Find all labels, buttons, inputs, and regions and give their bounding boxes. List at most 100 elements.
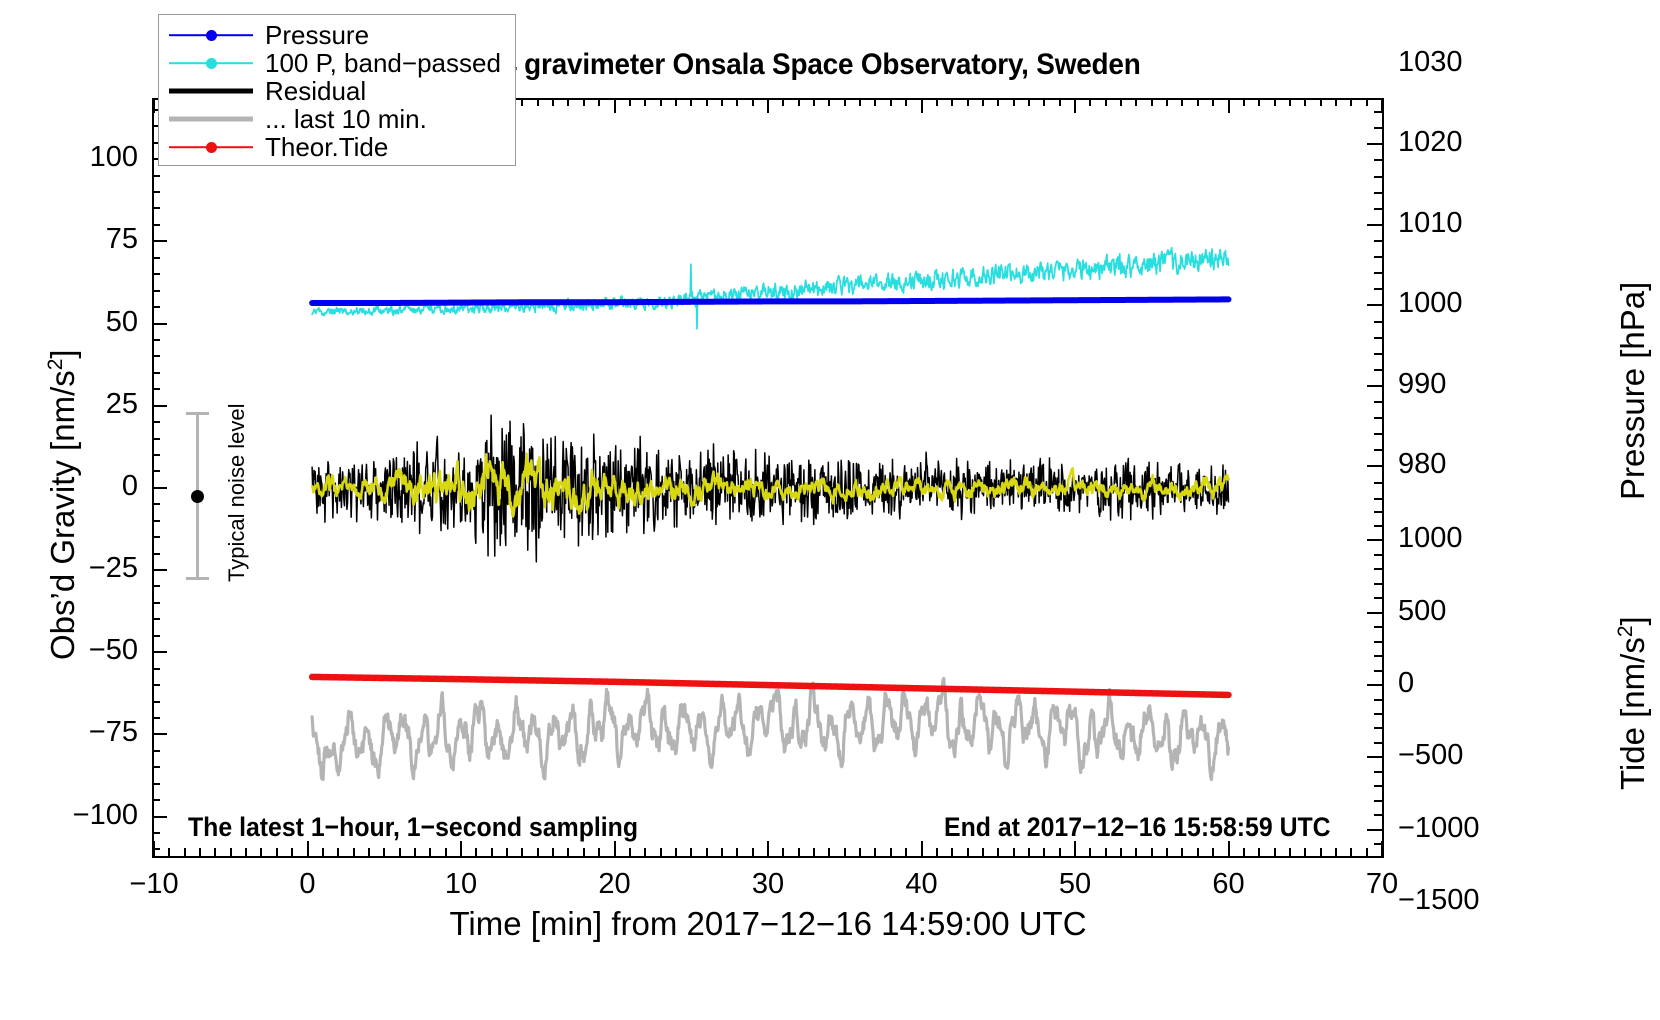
x-tick-minor-top <box>736 98 739 106</box>
tide-tick-major <box>1367 684 1382 687</box>
tide-tick-minor <box>1374 510 1382 513</box>
x-tick-minor <box>1212 848 1215 856</box>
tide-tick-minor <box>1374 640 1382 643</box>
annotation-end-time: End at 2017−12−16 15:58:59 UTC <box>944 812 1331 842</box>
x-tick-minor-top <box>705 98 708 106</box>
x-tick-minor-top <box>797 98 800 106</box>
y-tick-label: 75 <box>105 223 138 256</box>
x-tick-minor <box>720 848 723 856</box>
legend-item[interactable]: ... last 10 min. <box>159 104 515 134</box>
x-tick-minor-top <box>521 98 524 106</box>
x-tick-major-top <box>1381 98 1383 113</box>
x-tick-minor-top <box>843 98 846 106</box>
pressure-tick-minor <box>1374 449 1382 452</box>
x-tick-minor <box>659 848 662 856</box>
x-tick-minor <box>1120 848 1123 856</box>
y-tick-major <box>152 651 167 654</box>
x-tick-minor-top <box>905 98 908 106</box>
pressure-tick-label: 1000 <box>1398 287 1463 320</box>
x-tick-minor <box>536 848 539 856</box>
x-tick-minor <box>429 848 432 856</box>
x-tick-minor <box>1258 848 1261 856</box>
y-tick-minor <box>152 371 160 374</box>
pressure-tick-minor <box>1374 111 1382 114</box>
x-tick-minor <box>552 848 555 856</box>
legend-item[interactable]: Pressure <box>159 20 515 50</box>
pressure-tick-minor <box>1374 191 1382 194</box>
x-tick-minor <box>1027 848 1030 856</box>
annotation-sampling-note: The latest 1−hour, 1−second sampling <box>188 812 639 842</box>
x-tick-minor-top <box>536 98 539 106</box>
x-tick-minor <box>797 848 800 856</box>
legend: Pressure 100 P, band−passed Residual... la… <box>158 14 516 166</box>
x-tick-minor-top <box>1043 98 1046 106</box>
tide-tick-minor <box>1374 814 1382 817</box>
x-tick-minor-top <box>1058 98 1061 106</box>
x-tick-minor-top <box>966 98 969 106</box>
x-tick-label: 40 <box>905 868 938 900</box>
x-tick-minor <box>705 848 708 856</box>
x-tick-minor-top <box>859 98 862 106</box>
x-tick-minor <box>1288 848 1291 856</box>
y-tick-minor <box>152 470 160 473</box>
x-tick-major <box>613 841 616 856</box>
pressure-tick-minor <box>1374 175 1382 178</box>
tide-tick-minor <box>1374 727 1382 730</box>
x-tick-minor <box>291 848 294 856</box>
legend-label: 100 P, band−passed <box>265 47 501 78</box>
x-tick-minor <box>199 848 202 856</box>
legend-item[interactable]: Theor.Tide <box>159 132 515 162</box>
legend-marker-dot <box>205 57 217 69</box>
page-title: SCG_054 gravimeter Onsala Space Observat… <box>395 48 1141 81</box>
x-tick-minor <box>1273 848 1276 856</box>
x-tick-minor-top <box>1273 98 1276 106</box>
x-tick-minor <box>367 848 370 856</box>
x-tick-minor <box>981 848 984 856</box>
x-tick-minor <box>628 848 631 856</box>
y-tick-minor <box>152 108 160 111</box>
y-axis-title-tide-exponent: 2 <box>1614 625 1637 638</box>
y-tick-label: 100 <box>89 141 138 174</box>
tide-tick-minor <box>1374 799 1382 802</box>
y-tick-minor <box>152 634 160 637</box>
pressure-tick-major <box>1367 143 1382 146</box>
pressure-tick-minor <box>1374 320 1382 323</box>
pressure-tick-minor <box>1374 481 1382 484</box>
x-tick-minor <box>1135 848 1138 856</box>
tide-tick-label: −1500 <box>1398 884 1480 917</box>
x-tick-minor <box>843 848 846 856</box>
x-tick-minor-top <box>1288 98 1291 106</box>
series-last-10-min <box>310 677 1231 782</box>
y-tick-minor <box>152 453 160 456</box>
x-tick-minor <box>398 848 401 856</box>
x-tick-major-top <box>920 98 923 113</box>
x-axis-title: Time [min] from 2017−12−16 14:59:00 UTC <box>449 905 1087 942</box>
y-tick-label: 50 <box>105 305 138 338</box>
x-tick-minor-top <box>628 98 631 106</box>
x-tick-minor-top <box>951 98 954 106</box>
x-tick-minor-top <box>598 98 601 106</box>
legend-item[interactable]: 100 P, band−passed <box>159 47 515 78</box>
x-tick-major <box>460 841 462 856</box>
x-tick-minor-top <box>552 98 555 106</box>
x-tick-major-top <box>1074 98 1076 113</box>
x-tick-minor <box>751 848 754 856</box>
x-tick-minor <box>260 848 263 856</box>
x-tick-label: 0 <box>299 868 316 900</box>
y-axis-title-gravity: Obs’d Gravity [nm/s2] <box>44 349 82 660</box>
x-tick-minor <box>1196 848 1199 856</box>
x-tick-label: 60 <box>1212 868 1245 900</box>
y-tick-major <box>152 569 167 572</box>
x-tick-minor-top <box>567 98 570 106</box>
x-tick-label: 10 <box>444 868 478 900</box>
x-tick-major <box>1381 841 1383 856</box>
x-tick-minor <box>905 848 908 856</box>
y-tick-minor <box>152 716 160 719</box>
x-tick-minor-top <box>720 98 723 106</box>
x-tick-minor <box>1166 848 1169 856</box>
y-tick-minor <box>152 256 160 259</box>
x-tick-minor <box>567 848 570 856</box>
y-axis-title-text: Obs’d Gravity [nm/s <box>44 370 81 660</box>
x-tick-label: −10 <box>129 868 179 900</box>
legend-item[interactable]: Residual <box>159 76 515 106</box>
